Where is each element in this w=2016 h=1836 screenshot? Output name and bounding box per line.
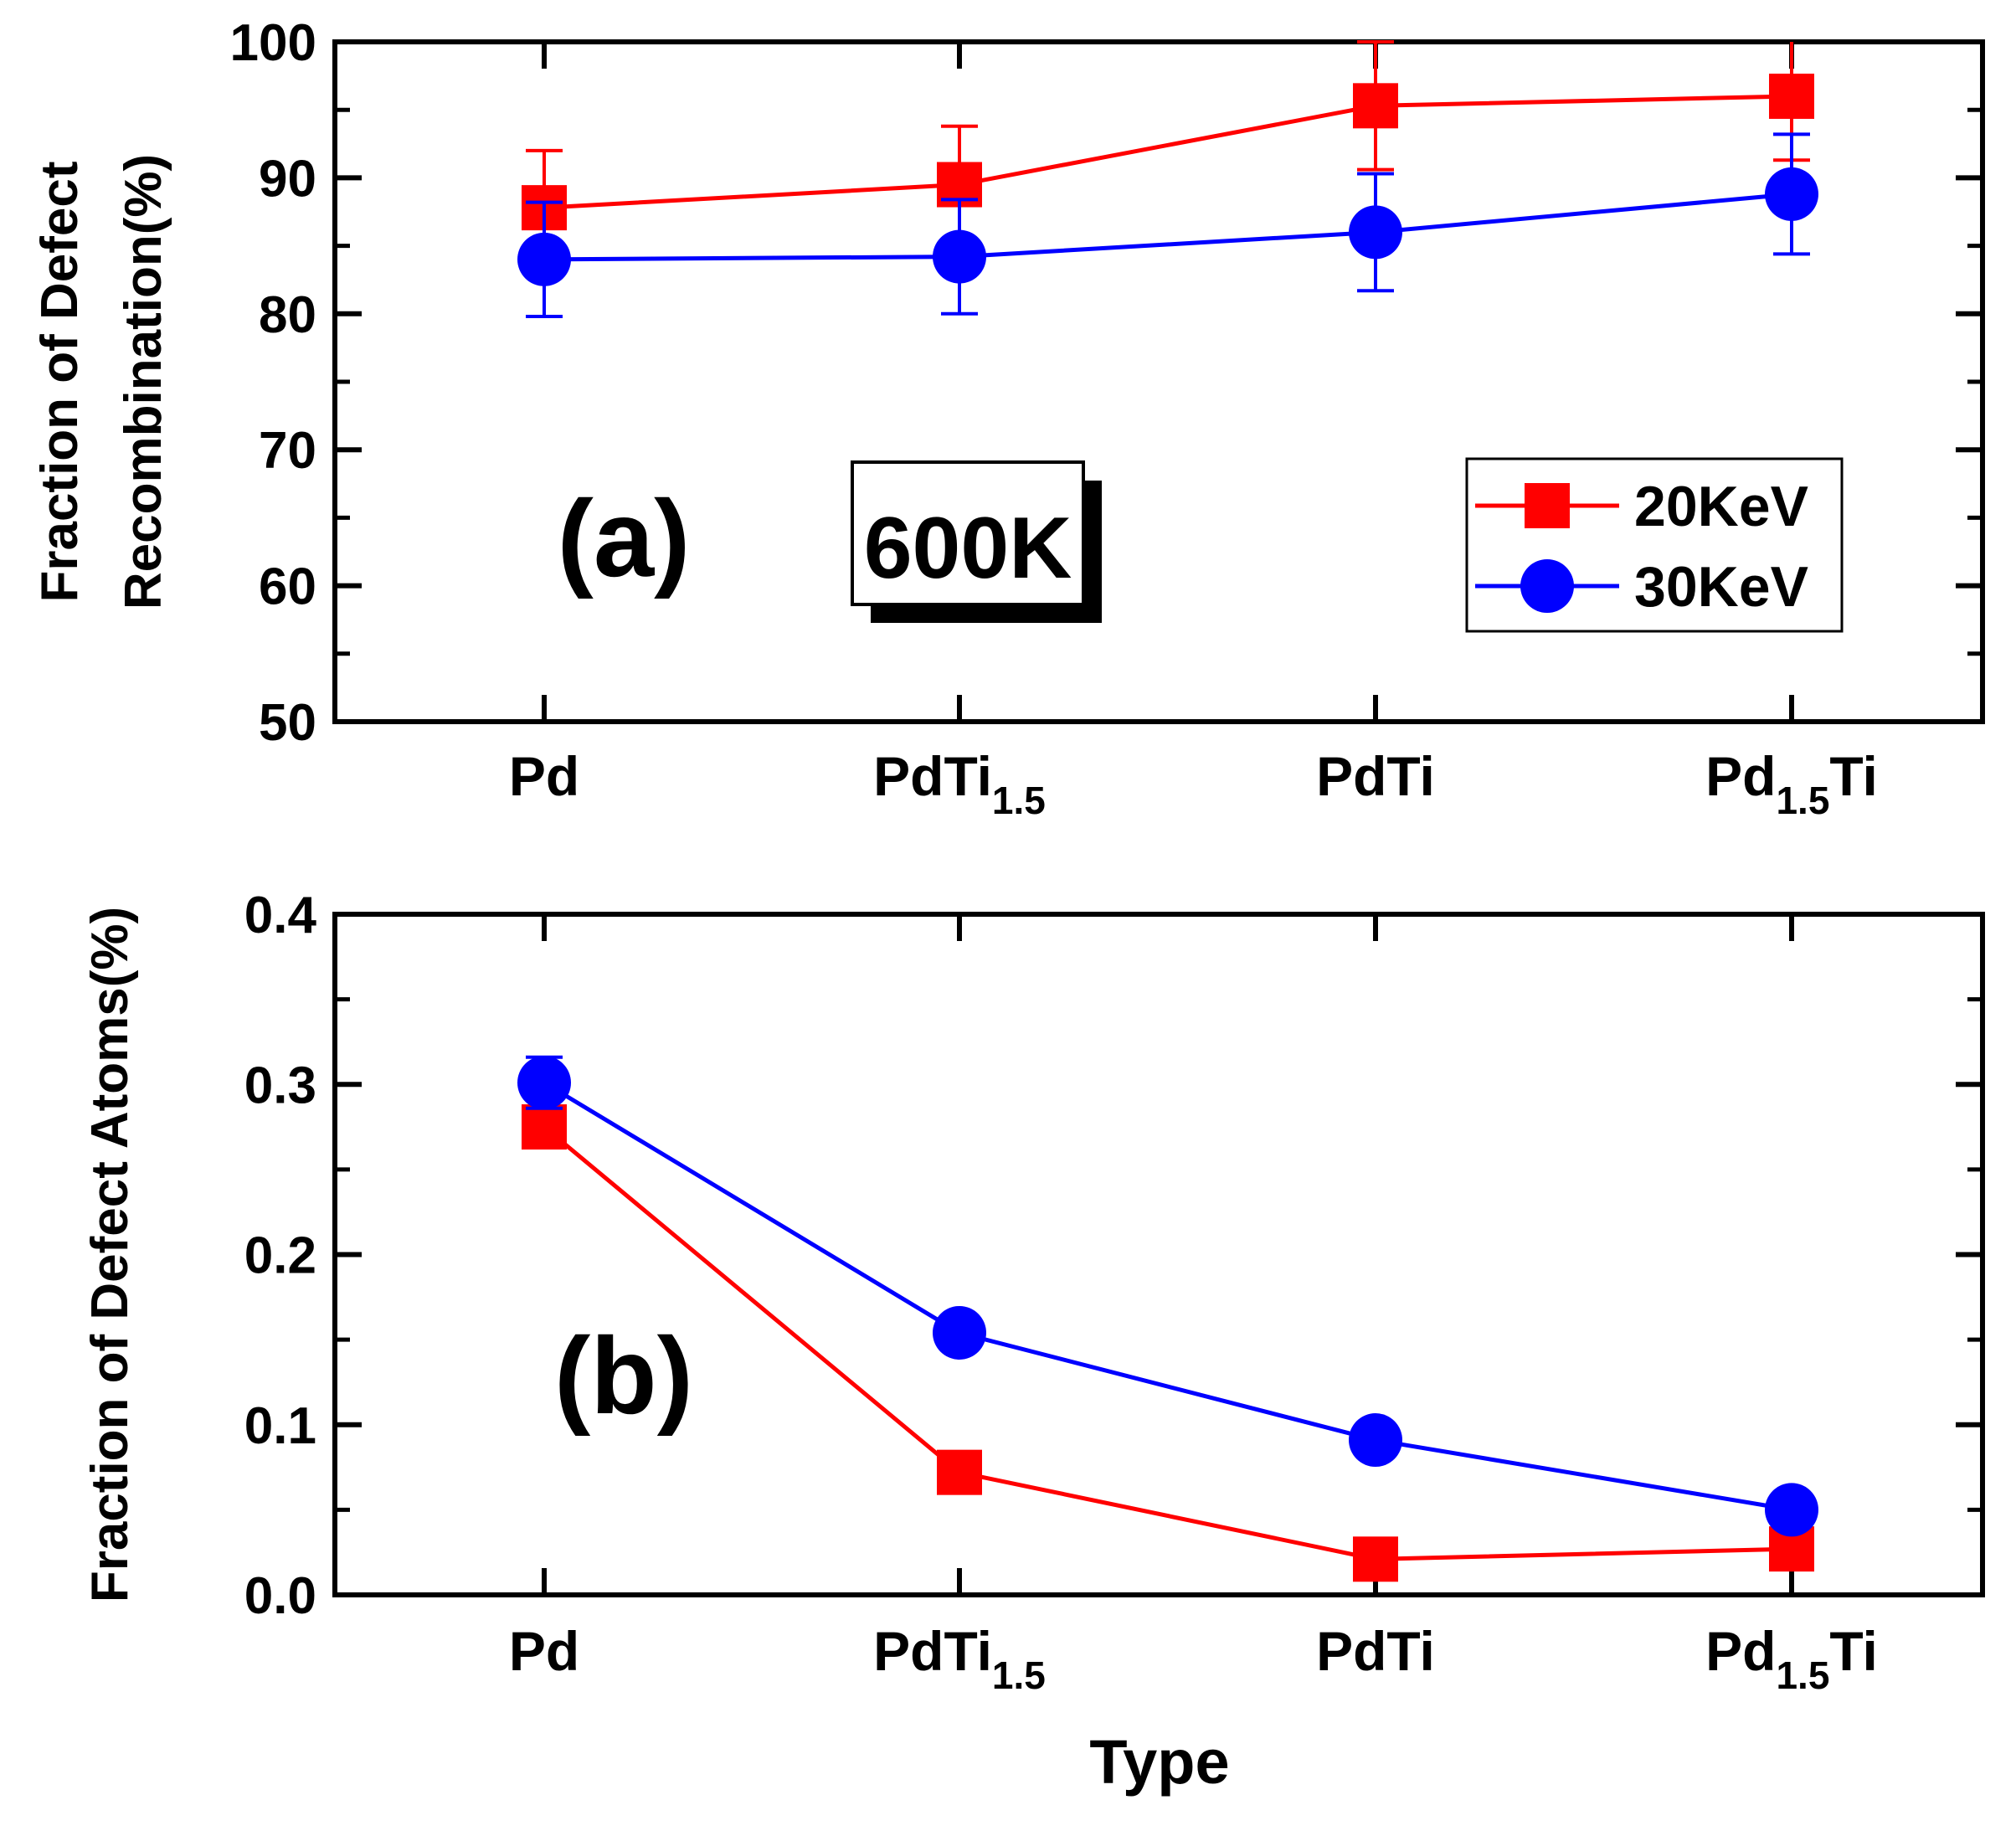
y-tick-label: 0.3 [244, 1057, 316, 1114]
series-line-20KeV [543, 1125, 1792, 1561]
data-point-circle [1765, 167, 1818, 221]
x-tick-label-part: Pd [1705, 745, 1776, 807]
data-point-square [522, 1104, 567, 1150]
plot-frame [332, 912, 1985, 1597]
data-point-square [1353, 1536, 1398, 1582]
panel-b: 0.00.10.20.30.4Pd PdTi1.5 PdTi Pd1.5TiFract… [81, 887, 1985, 1797]
y-tick-label: 100 [230, 14, 316, 72]
legend-marker-circle [1520, 559, 1574, 613]
data-point-circle [1765, 1483, 1818, 1537]
y-tick-label: 60 [259, 558, 316, 616]
x-tick-label-part: PdTi [873, 745, 992, 807]
x-tick-label-part: Pd [1705, 1620, 1776, 1682]
x-tick-label: Pd1.5Ti [1705, 745, 1878, 822]
x-tick-label-part: Pd [509, 1620, 579, 1682]
x-tick-label-part: Pd [509, 745, 579, 807]
panel-label: (a) [558, 477, 691, 599]
legend-label: 30KeV [1634, 555, 1808, 619]
y-tick-label: 90 [259, 150, 316, 208]
x-tick-label-subscript: 1.5 [1776, 779, 1829, 822]
data-point-circle [933, 229, 986, 284]
y-axis-title: Fraction of Defect [31, 161, 89, 602]
x-tick-label-subscript: 1.5 [992, 1653, 1046, 1697]
legend-label: 20KeV [1634, 475, 1808, 538]
y-tick-label: 80 [259, 286, 316, 344]
y-axis-title: Recombination(%) [115, 154, 172, 609]
series-line-30KeV [543, 1081, 1792, 1512]
data-point-circle [517, 232, 571, 286]
panel-label: (b) [554, 1314, 693, 1437]
x-tick-label-part: Ti [1829, 745, 1877, 807]
y-tick-label: 0.1 [244, 1397, 316, 1455]
data-point-square [1769, 73, 1814, 119]
annotation-text: 600K [864, 500, 1072, 597]
legend-marker-square [1525, 483, 1570, 528]
data-point-square [1353, 83, 1398, 129]
x-tick-label-part: PdTi [1316, 745, 1435, 807]
y-tick-label: 50 [259, 694, 316, 752]
x-axis-title: Type [1089, 1727, 1229, 1797]
x-tick-label: Pd1.5Ti [1705, 1620, 1878, 1697]
x-tick-label: PdTi1.5 [873, 1620, 1046, 1697]
x-tick-label-subscript: 1.5 [992, 779, 1046, 822]
x-tick-label: PdTi [1316, 1620, 1435, 1682]
x-tick-label-part: Ti [1829, 1620, 1877, 1682]
series-line-30KeV [543, 192, 1792, 262]
annotation-box [851, 460, 1085, 606]
x-tick-label: Pd [509, 1620, 579, 1682]
data-point-circle [933, 1305, 986, 1360]
y-tick-label: 70 [259, 422, 316, 480]
y-tick-label: 0.4 [244, 887, 317, 944]
y-axis-title: Fraction of Defect Atoms(%) [81, 907, 139, 1602]
data-point-square [937, 1449, 982, 1495]
x-tick-label-part: PdTi [1316, 1620, 1435, 1682]
x-tick-label-subscript: 1.5 [1776, 1653, 1829, 1697]
data-point-circle [517, 1056, 571, 1110]
x-tick-label: PdTi [1316, 745, 1435, 807]
y-tick-label: 0.0 [244, 1567, 316, 1625]
y-tick-label: 0.2 [244, 1227, 316, 1285]
x-tick-label-part: PdTi [873, 1620, 992, 1682]
x-tick-label: Pd [509, 745, 579, 807]
data-point-circle [1349, 205, 1402, 260]
data-point-circle [1349, 1413, 1402, 1468]
x-tick-label: PdTi1.5 [873, 745, 1046, 822]
series-line-20KeV [543, 94, 1792, 210]
